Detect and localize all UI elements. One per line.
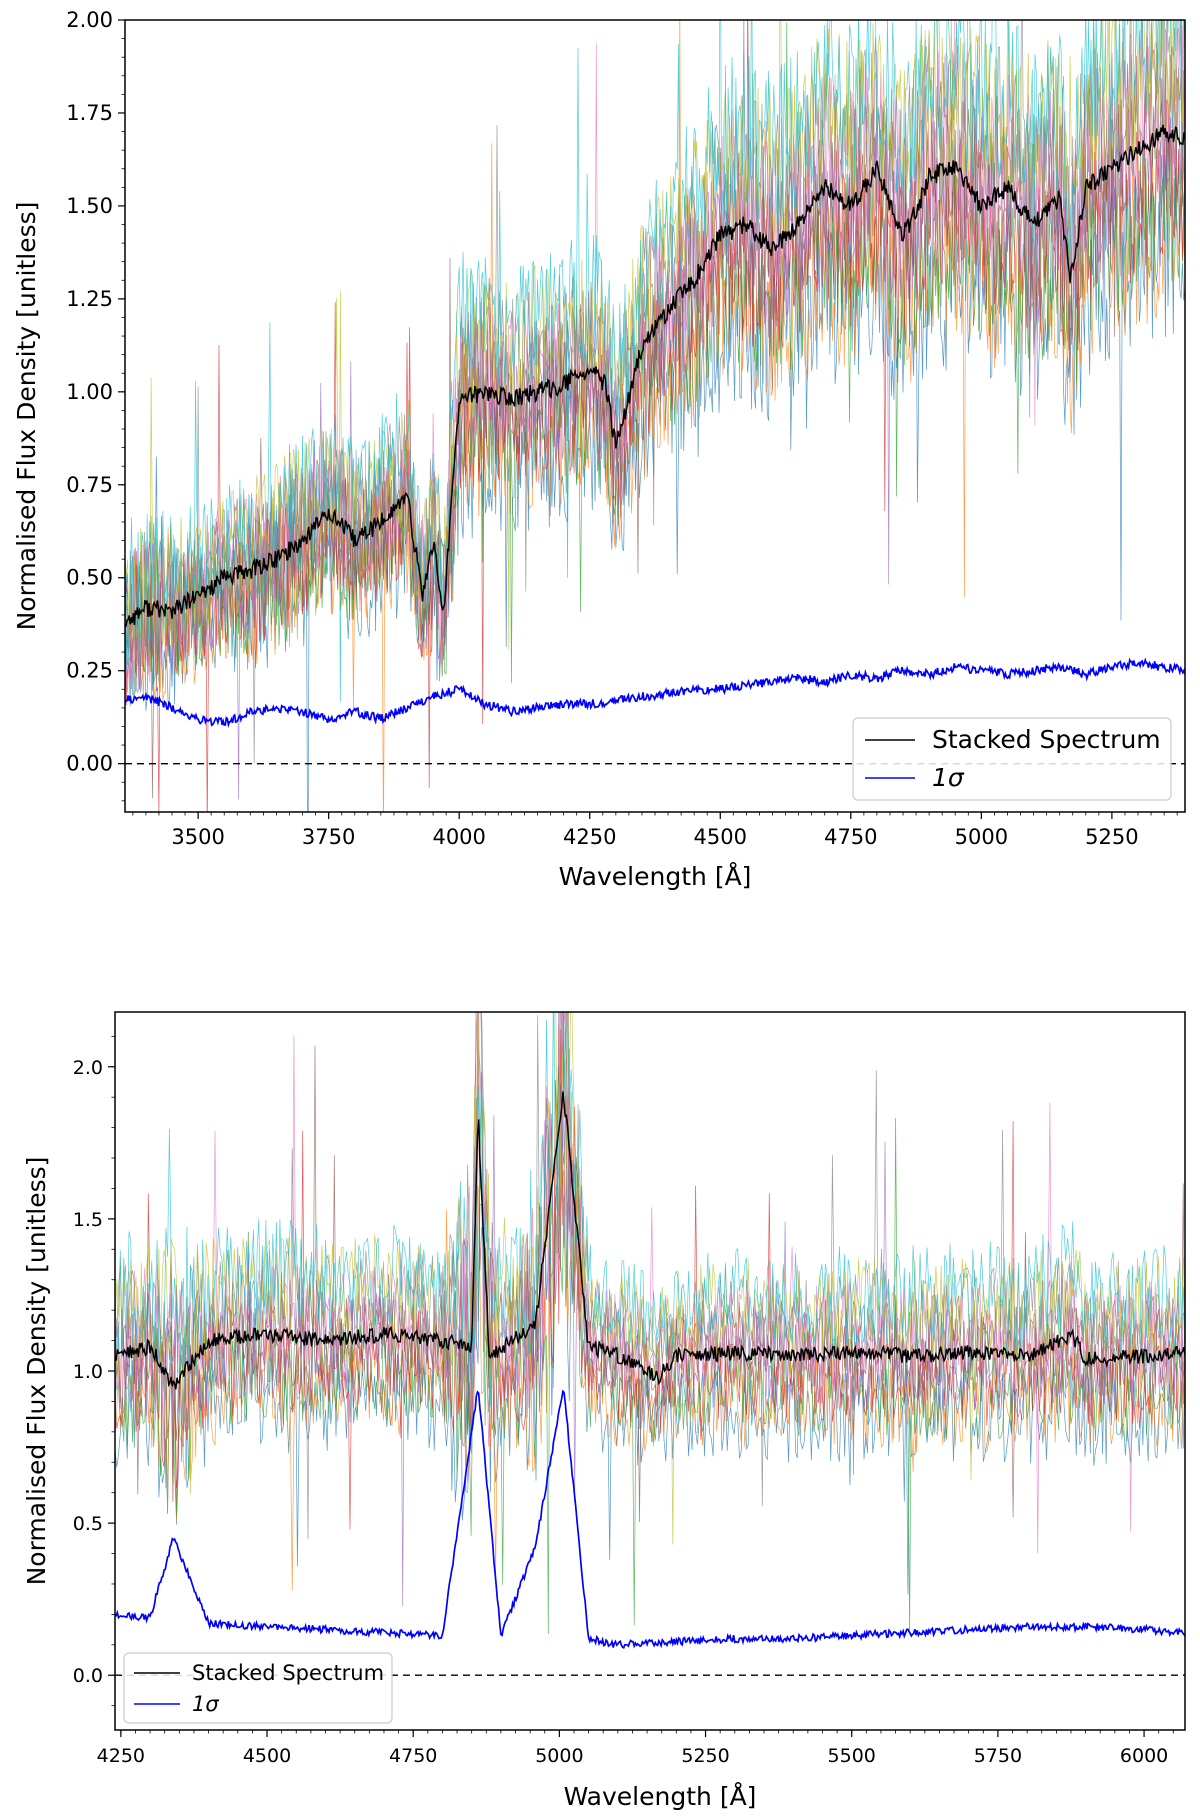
individual-spectra: [115, 1012, 1185, 1635]
legend-box: [852, 717, 1172, 801]
bottom-panel: 4250 4500 4750 5000 5250 5500 5750 6000 0.0 0.5 1…: [22, 1011, 1186, 1811]
legend-stacked-label: Stacked Spectrum: [192, 1661, 384, 1685]
individual-spectrum-line: [115, 1071, 1185, 1635]
x-tick-label: 4000: [432, 825, 485, 849]
legend-sigma-label: 1σ: [192, 1692, 219, 1716]
individual-spectrum-line: [115, 1012, 1185, 1545]
x-tick-label: 5250: [681, 1745, 729, 1767]
y-axis-label: Normalised Flux Density [unitless]: [22, 1157, 51, 1586]
y-tick-label: 1.50: [66, 194, 113, 218]
y-tick-label: 0.25: [66, 659, 113, 683]
top-panel: 3500 3750 4000 4250 4500 4750 5000 5250 0.00 0.2…: [12, 8, 1186, 891]
y-tick-label: 2.0: [73, 1057, 103, 1079]
y-tick-label: 1.25: [66, 287, 113, 311]
y-tick-label: 1.0: [73, 1361, 103, 1383]
series-lines: [115, 1091, 1185, 1650]
x-tick-label: 3500: [171, 825, 224, 849]
x-tick-label: 4500: [694, 825, 747, 849]
legend: Stacked Spectrum 1σ: [123, 1652, 393, 1724]
y-ticks: 0.0 0.5 1.0 1.5 2.0: [73, 1035, 115, 1707]
individual-spectrum-line: [125, 20, 1185, 764]
sigma-line: [115, 1389, 1185, 1650]
legend: Stacked Spectrum 1σ: [852, 717, 1172, 801]
x-tick-label: 5500: [828, 1745, 876, 1767]
series-lines: [125, 124, 1185, 729]
y-axis-label: Normalised Flux Density [unitless]: [12, 202, 41, 631]
individual-spectrum-line: [115, 1012, 1185, 1523]
x-axis-label: Wavelength [Å]: [564, 1782, 757, 1811]
x-tick-label: 5000: [955, 825, 1008, 849]
y-tick-label: 0.0: [73, 1665, 103, 1687]
sigma-line: [125, 657, 1185, 729]
y-tick-label: 0.50: [66, 566, 113, 590]
y-ticks: 0.00 0.25 0.50 0.75 1.00 1.25 1.50 1.75 2.00: [66, 8, 125, 802]
x-tick-label: 5250: [1085, 825, 1138, 849]
x-tick-label: 4250: [97, 1745, 145, 1767]
y-tick-label: 0.5: [73, 1513, 103, 1535]
individual-spectrum-line: [115, 1012, 1185, 1554]
x-tick-label: 4500: [243, 1745, 291, 1767]
y-tick-label: 0.00: [66, 752, 113, 776]
x-tick-label: 4750: [389, 1745, 437, 1767]
x-tick-label: 5000: [535, 1745, 583, 1767]
individual-spectrum-line: [115, 1012, 1185, 1443]
x-tick-label: 3750: [302, 825, 355, 849]
y-tick-label: 0.75: [66, 473, 113, 497]
y-tick-label: 2.00: [66, 8, 113, 32]
x-ticks: 4250 4500 4750 5000 5250 5500 5750 6000: [97, 1730, 1174, 1767]
legend-box: [123, 1652, 393, 1724]
x-ticks: 3500 3750 4000 4250 4500 4750 5000 5250: [132, 812, 1178, 849]
individual-spectrum-line: [115, 1012, 1185, 1607]
individual-spectrum-line: [115, 1012, 1185, 1530]
individual-spectrum-line: [125, 20, 1185, 702]
legend-sigma-label: 1σ: [932, 763, 965, 792]
individual-spectrum-line: [115, 1012, 1185, 1540]
x-tick-label: 5750: [974, 1745, 1022, 1767]
x-tick-label: 6000: [1120, 1745, 1168, 1767]
y-tick-label: 1.5: [73, 1209, 103, 1231]
y-tick-label: 1.00: [66, 380, 113, 404]
stacked-spectrum-line: [125, 124, 1185, 628]
legend-stacked-label: Stacked Spectrum: [932, 725, 1161, 754]
y-tick-label: 1.75: [66, 101, 113, 125]
x-tick-label: 4750: [824, 825, 877, 849]
x-tick-label: 4250: [563, 825, 616, 849]
individual-spectrum-line: [125, 20, 1185, 812]
stacked-spectrum-line: [115, 1091, 1185, 1390]
x-axis-label: Wavelength [Å]: [559, 862, 752, 891]
